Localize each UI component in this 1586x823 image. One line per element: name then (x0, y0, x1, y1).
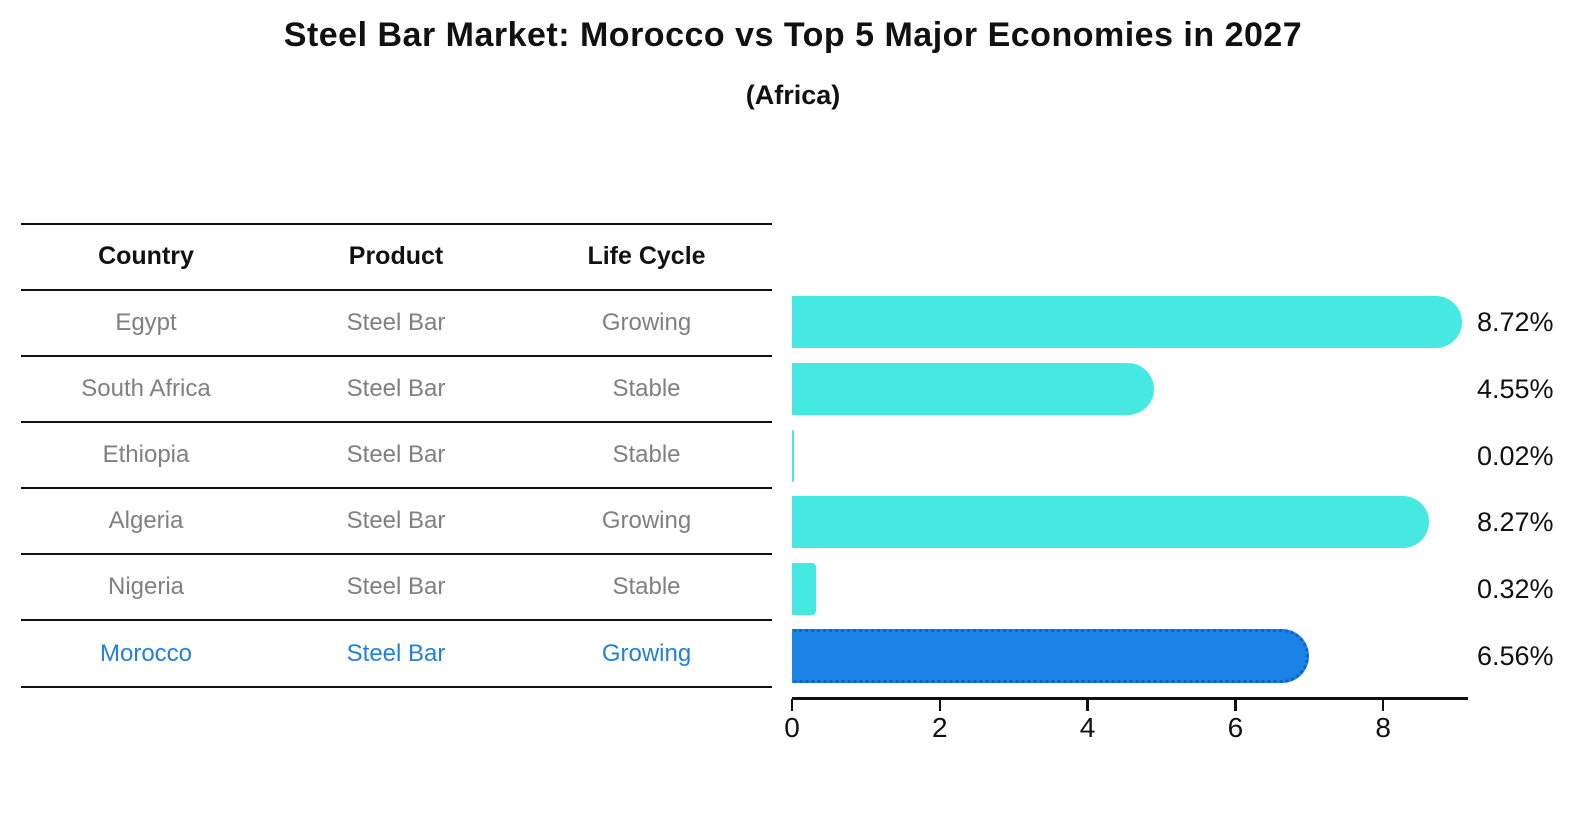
x-tick (938, 699, 942, 711)
x-tick (1381, 699, 1385, 711)
product-cell: Steel Bar (346, 374, 446, 402)
bar-south-africa (792, 363, 1155, 416)
x-tick (790, 699, 794, 711)
bar-highlight-morocco (792, 628, 1309, 683)
country-cell: Nigeria (107, 573, 185, 601)
data-table: Country Product Life Cycle Egypt Steel Ba… (21, 223, 772, 688)
country-cell: South Africa (81, 374, 211, 402)
table-row: Morocco Steel Bar Growing (21, 621, 772, 688)
value-label: 4.55% (1477, 374, 1554, 405)
lifecycle-cell: Stable (612, 440, 681, 468)
value-label: 0.32% (1477, 574, 1554, 604)
table-body: Egypt Steel Bar Growing South Africa Steel B… (21, 291, 772, 688)
product-cell: Steel Bar (346, 573, 446, 601)
bar-algeria (792, 496, 1430, 549)
x-axis-line (792, 697, 1468, 700)
table-row: Nigeria Steel Bar Stable (21, 555, 772, 622)
x-tick (1234, 699, 1237, 711)
x-tick-label: 6 (1227, 712, 1244, 743)
table-row: Algeria Steel Bar Growing (21, 489, 772, 556)
product-cell: Steel Bar (346, 440, 446, 468)
lifecycle-cell: Growing (601, 308, 692, 336)
value-label: 0.02% (1477, 440, 1554, 471)
table-header-row: Country Product Life Cycle (21, 225, 772, 291)
country-cell: Ethiopia (102, 440, 190, 468)
value-label: 8.72% (1477, 307, 1554, 338)
country-cell: Algeria (108, 507, 184, 535)
lifecycle-cell: Stable (612, 573, 681, 601)
country-cell: Egypt (115, 308, 177, 336)
product-cell: Steel Bar (346, 308, 446, 336)
value-label: 8.27% (1477, 507, 1554, 538)
table-row: Ethiopia Steel Bar Stable (21, 423, 772, 490)
x-tick-label: 2 (932, 712, 948, 743)
product-cell: Steel Bar (346, 507, 446, 535)
x-tick (1086, 699, 1089, 711)
page-title: Steel Bar Market: Morocco vs Top 5 Major… (283, 16, 1303, 54)
x-tick-label: 0 (784, 712, 800, 743)
product-cell: Steel Bar (346, 639, 446, 667)
page-subtitle: (Africa) (745, 80, 841, 110)
lifecycle-cell: Growing (601, 507, 692, 535)
column-header-country: Country (98, 242, 194, 271)
table-row: Egypt Steel Bar Growing (21, 291, 772, 357)
value-label: 6.56% (1477, 640, 1554, 671)
bar-ethiopia (792, 429, 794, 482)
table-row: South Africa Steel Bar Stable (21, 357, 772, 423)
lifecycle-cell: Stable (612, 374, 681, 402)
lifecycle-cell: Growing (601, 639, 692, 667)
column-header-product: Product (348, 242, 444, 271)
country-cell: Morocco (99, 639, 193, 667)
bar-nigeria (792, 563, 816, 615)
x-tick-label: 4 (1079, 712, 1096, 743)
column-header-lifecycle: Life Cycle (587, 242, 706, 271)
x-tick-label: 8 (1375, 712, 1391, 743)
bar-egypt (792, 296, 1463, 349)
